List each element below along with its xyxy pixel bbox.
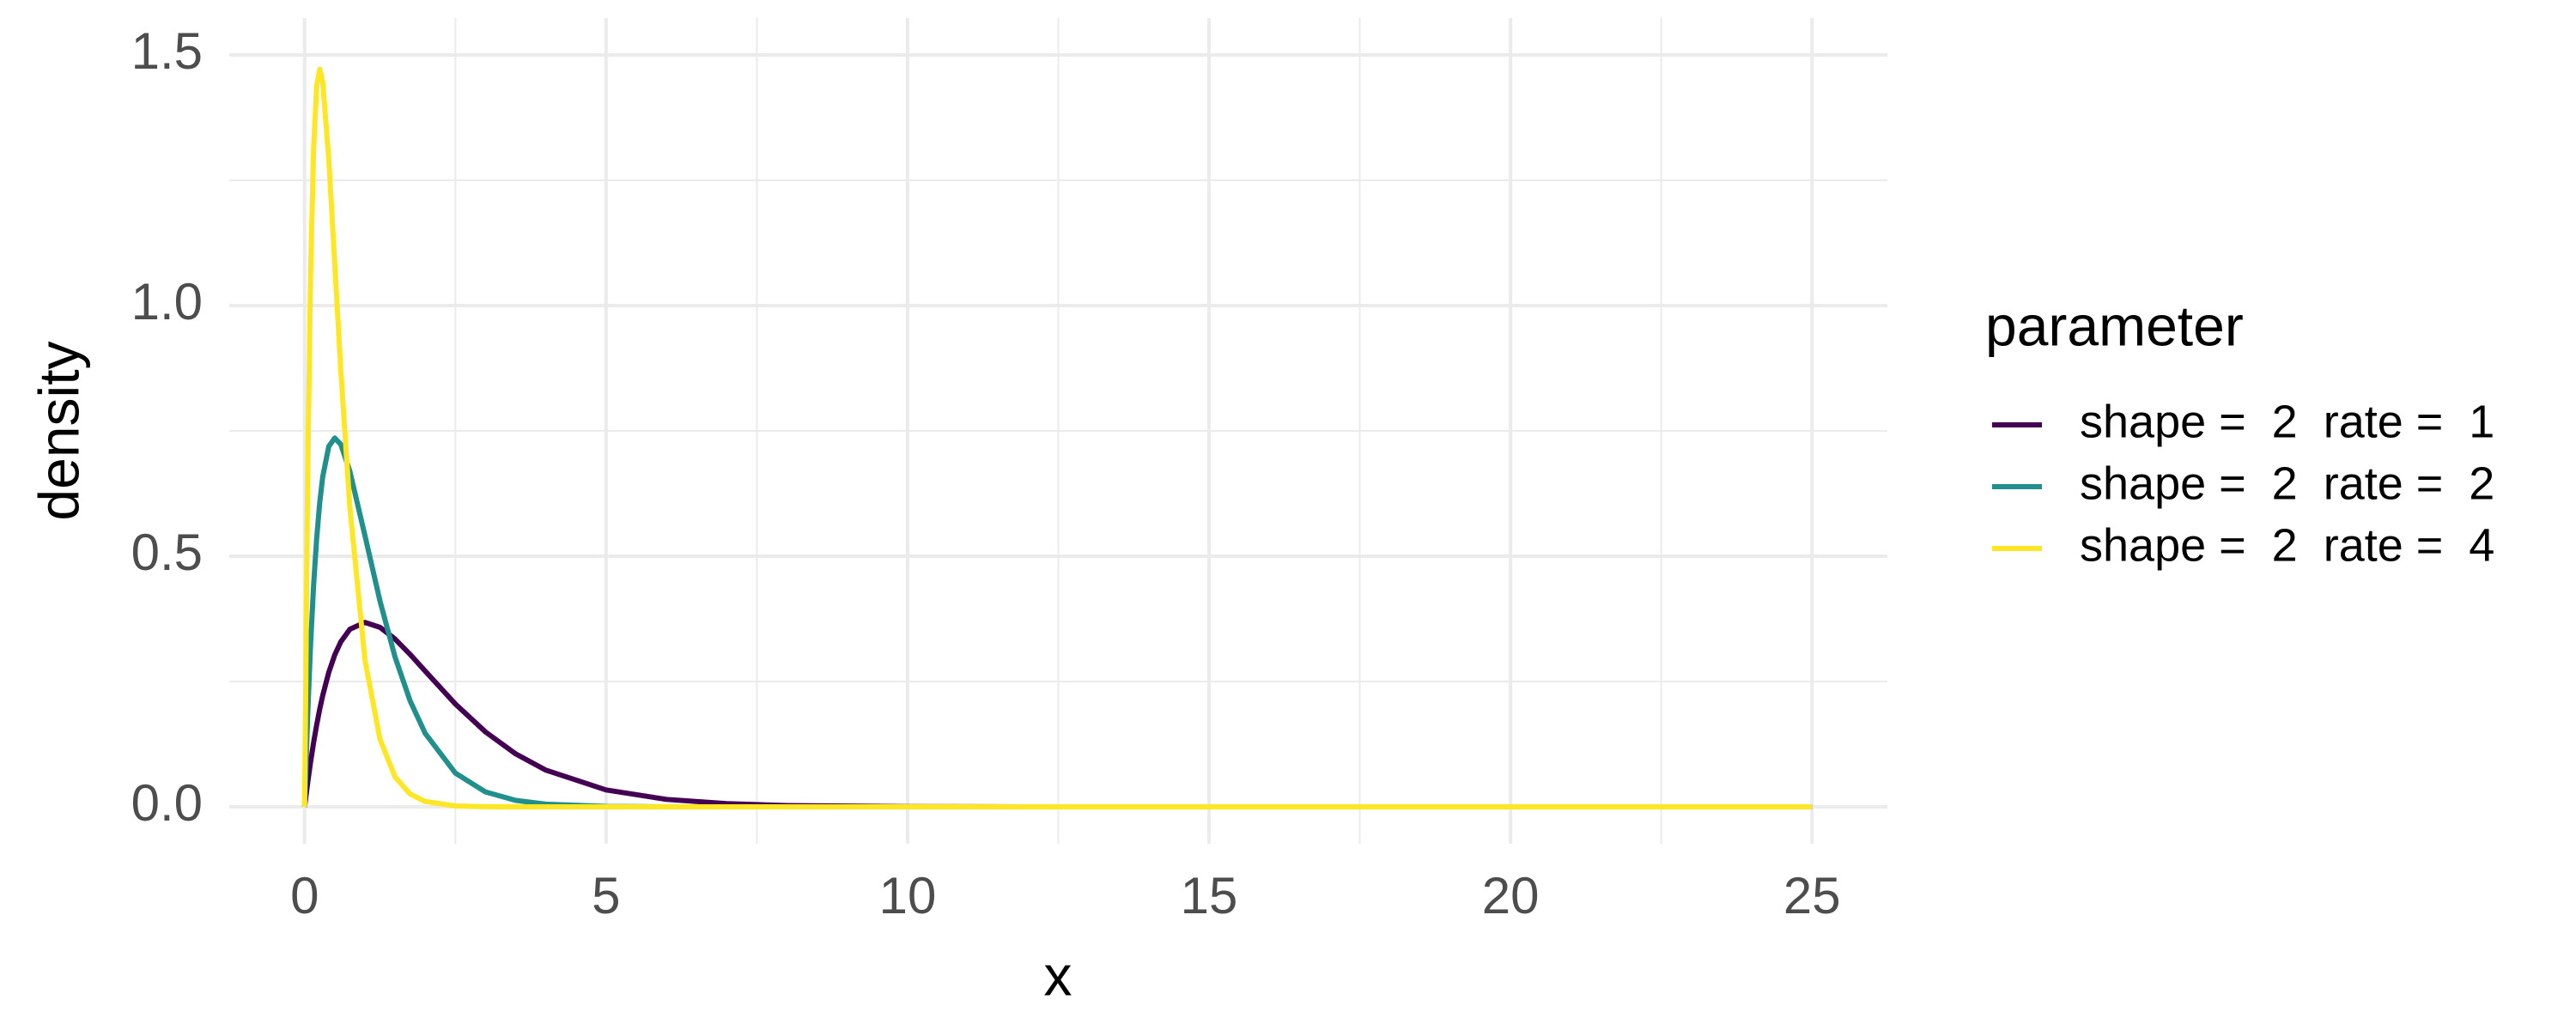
legend-label: shape = 2 rate = 2	[2080, 457, 2494, 509]
x-tick-label: 15	[1181, 867, 1238, 924]
y-axis-title: density	[27, 341, 90, 520]
legend-title: parameter	[1985, 294, 2244, 357]
y-tick-label: 0.0	[131, 774, 203, 832]
x-tick-label: 5	[592, 867, 620, 924]
x-tick-label: 20	[1482, 867, 1540, 924]
y-tick-label: 0.5	[131, 524, 203, 581]
x-tick-label: 10	[879, 867, 937, 924]
x-tick-label: 25	[1783, 867, 1841, 924]
y-tick-label: 1.0	[131, 273, 203, 330]
y-tick-label: 1.5	[131, 22, 203, 80]
legend-label: shape = 2 rate = 4	[2080, 519, 2494, 571]
x-axis-title: x	[1044, 943, 1072, 1007]
legend-label: shape = 2 rate = 1	[2080, 396, 2494, 447]
x-tick-label: 0	[290, 867, 319, 924]
line	[301, 66, 1813, 810]
